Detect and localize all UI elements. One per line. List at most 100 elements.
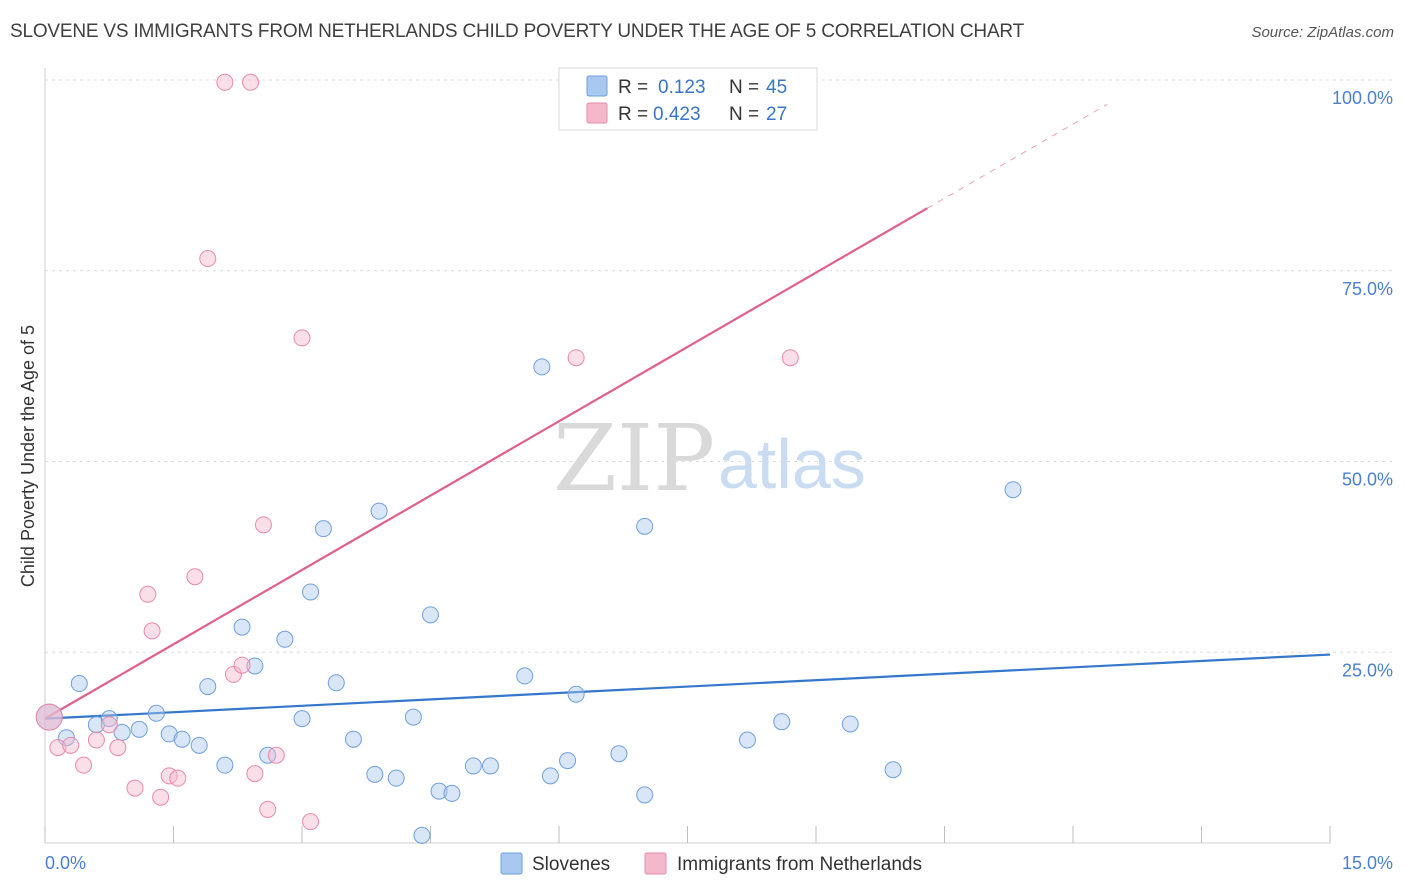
data-point-series-1: [233, 656, 251, 674]
trend-line-0: [44, 653, 1331, 720]
data-point-series-1: [100, 716, 118, 734]
data-point-series-0: [246, 657, 264, 675]
y-tick-label: 100.0%: [1332, 88, 1393, 108]
y-tick-label: 75.0%: [1342, 279, 1393, 299]
data-point-series-0: [422, 606, 439, 624]
data-point-series-1: [242, 73, 260, 91]
data-point-series-1: [62, 736, 80, 754]
x-tick-label: 15.0%: [1342, 853, 1393, 873]
data-point-series-0: [404, 708, 422, 726]
data-point-series-0: [199, 678, 217, 696]
data-point-series-0: [276, 630, 294, 648]
watermark-atlas: atlas: [718, 425, 866, 503]
data-point-series-1: [35, 703, 63, 731]
legend-r-label-0: R =: [618, 77, 648, 98]
legend-n-label-1: N =: [729, 104, 759, 125]
data-point-series-0: [841, 715, 859, 733]
legend-n-value-0: 45: [766, 77, 787, 98]
data-point-series-0: [738, 731, 756, 749]
data-point-series-0: [327, 674, 345, 692]
data-point-series-0: [567, 685, 585, 703]
data-point-series-1: [246, 765, 264, 783]
data-point-series-0: [190, 736, 208, 754]
data-point-series-0: [173, 730, 191, 748]
data-point-series-0: [1004, 481, 1022, 499]
legend-swatch-netherlands: [586, 102, 608, 124]
data-point-series-0: [314, 520, 332, 538]
data-point-series-1: [302, 813, 320, 831]
tick-labels: 100.0% 75.0% 50.0% 25.0% 0.0% 15.0%: [45, 88, 1393, 873]
data-point-series-0: [302, 583, 320, 601]
data-point-series-1: [293, 329, 311, 347]
bottom-legend: Slovenes Immigrants from Netherlands: [500, 852, 922, 875]
y-tick-label: 25.0%: [1342, 660, 1393, 680]
legend-n-value-1: 27: [766, 104, 787, 125]
data-point-series-1: [126, 779, 144, 797]
data-point-series-1: [199, 250, 217, 268]
legend: R = 0.123 N = 45 R = 0.423 N = 27: [558, 67, 818, 131]
bottom-legend-label-slovenes: Slovenes: [532, 854, 610, 875]
data-point-series-0: [216, 756, 234, 774]
data-point-series-0: [293, 710, 311, 728]
data-point-series-0: [481, 757, 499, 775]
data-point-series-0: [366, 765, 384, 783]
data-point-series-1: [109, 739, 127, 757]
data-point-series-0: [533, 358, 551, 376]
legend-r-value-0: 0.123: [658, 77, 706, 98]
data-point-series-1: [87, 731, 105, 749]
data-point-series-0: [70, 675, 88, 693]
data-point-series-0: [541, 767, 559, 785]
chart-title: SLOVENE VS IMMIGRANTS FROM NETHERLANDS C…: [10, 21, 1025, 42]
bottom-legend-swatch-netherlands: [644, 852, 667, 875]
data-point-series-0: [559, 752, 577, 770]
trend-line-extension-1: [927, 103, 1108, 209]
legend-r-value-1: 0.423: [653, 104, 701, 125]
data-point-series-0: [773, 713, 791, 731]
legend-swatch-slovenes: [586, 75, 608, 97]
data-point-series-0: [636, 786, 654, 804]
data-point-series-0: [610, 745, 628, 763]
data-point-series-0: [430, 782, 448, 800]
trend-lines: [44, 103, 1331, 720]
data-point-series-1: [169, 769, 187, 787]
data-point-series-0: [370, 502, 388, 520]
y-axis-label: Child Poverty Under the Age of 5: [18, 325, 38, 587]
data-point-series-0: [884, 761, 902, 779]
grid-lines: [45, 79, 1395, 653]
data-point-series-0: [147, 704, 165, 722]
data-point-series-1: [267, 746, 285, 764]
data-point-series-0: [443, 784, 461, 802]
data-point-series-1: [224, 665, 242, 683]
data-point-series-0: [464, 757, 482, 775]
source-credit: Source: ZipAtlas.com: [1251, 24, 1394, 41]
legend-n-label-0: N =: [729, 77, 759, 98]
watermark-zip: ZIP: [553, 405, 715, 512]
trend-line-1: [44, 207, 928, 720]
bottom-legend-label-netherlands: Immigrants from Netherlands: [677, 854, 922, 875]
data-point-series-1: [152, 788, 170, 806]
data-point-series-0: [636, 517, 654, 535]
data-point-series-1: [567, 349, 585, 367]
data-point-series-1: [259, 800, 277, 818]
data-point-series-0: [344, 730, 362, 748]
data-point-series-0: [516, 667, 534, 685]
data-point-series-0: [130, 720, 148, 738]
legend-r-label-1: R =: [618, 104, 648, 125]
data-point-series-0: [259, 746, 277, 764]
y-tick-label: 50.0%: [1342, 470, 1393, 490]
data-point-series-0: [413, 826, 431, 844]
data-point-series-1: [186, 568, 204, 586]
data-point-series-1: [143, 622, 161, 640]
data-point-series-1: [254, 516, 272, 534]
data-point-series-0: [100, 710, 118, 728]
x-tick-label: 0.0%: [45, 853, 86, 873]
bottom-legend-swatch-slovenes: [500, 852, 523, 875]
data-point-series-1: [781, 349, 799, 367]
data-point-series-0: [233, 618, 251, 636]
data-points: [35, 73, 1022, 844]
data-point-series-1: [139, 585, 157, 603]
data-point-series-1: [216, 73, 234, 91]
data-point-series-1: [75, 756, 93, 774]
data-point-series-1: [49, 739, 67, 757]
